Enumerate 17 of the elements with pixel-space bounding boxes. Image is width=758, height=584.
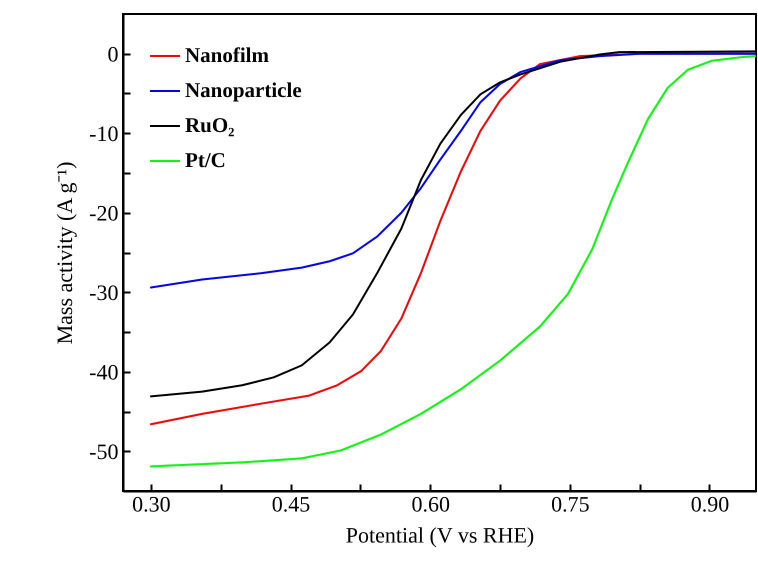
legend-label: RuO₂ bbox=[185, 113, 234, 137]
legend-label: Pt/C bbox=[185, 148, 226, 172]
x-tick-label: 0.75 bbox=[551, 492, 590, 516]
x-tick-label: 0.60 bbox=[411, 492, 450, 516]
y-tick-label: -30 bbox=[89, 280, 118, 305]
x-tick-label: 0.45 bbox=[272, 492, 310, 516]
y-tick-label: 0 bbox=[108, 41, 118, 66]
legend-label: Nanoparticle bbox=[185, 78, 302, 102]
y-tick-label: -40 bbox=[89, 359, 118, 384]
y-axis-title: Mass activity (A g⁻¹) bbox=[52, 162, 78, 344]
x-tick-label: 0.30 bbox=[132, 492, 171, 516]
legend-label: Nanofilm bbox=[185, 43, 270, 67]
x-tick-label: 0.90 bbox=[690, 492, 730, 516]
y-tick-label: -20 bbox=[89, 200, 118, 226]
y-tick-label: -50 bbox=[89, 438, 118, 464]
x-axis-title: Potential (V vs RHE) bbox=[346, 522, 534, 548]
y-tick-label: -10 bbox=[89, 120, 118, 146]
